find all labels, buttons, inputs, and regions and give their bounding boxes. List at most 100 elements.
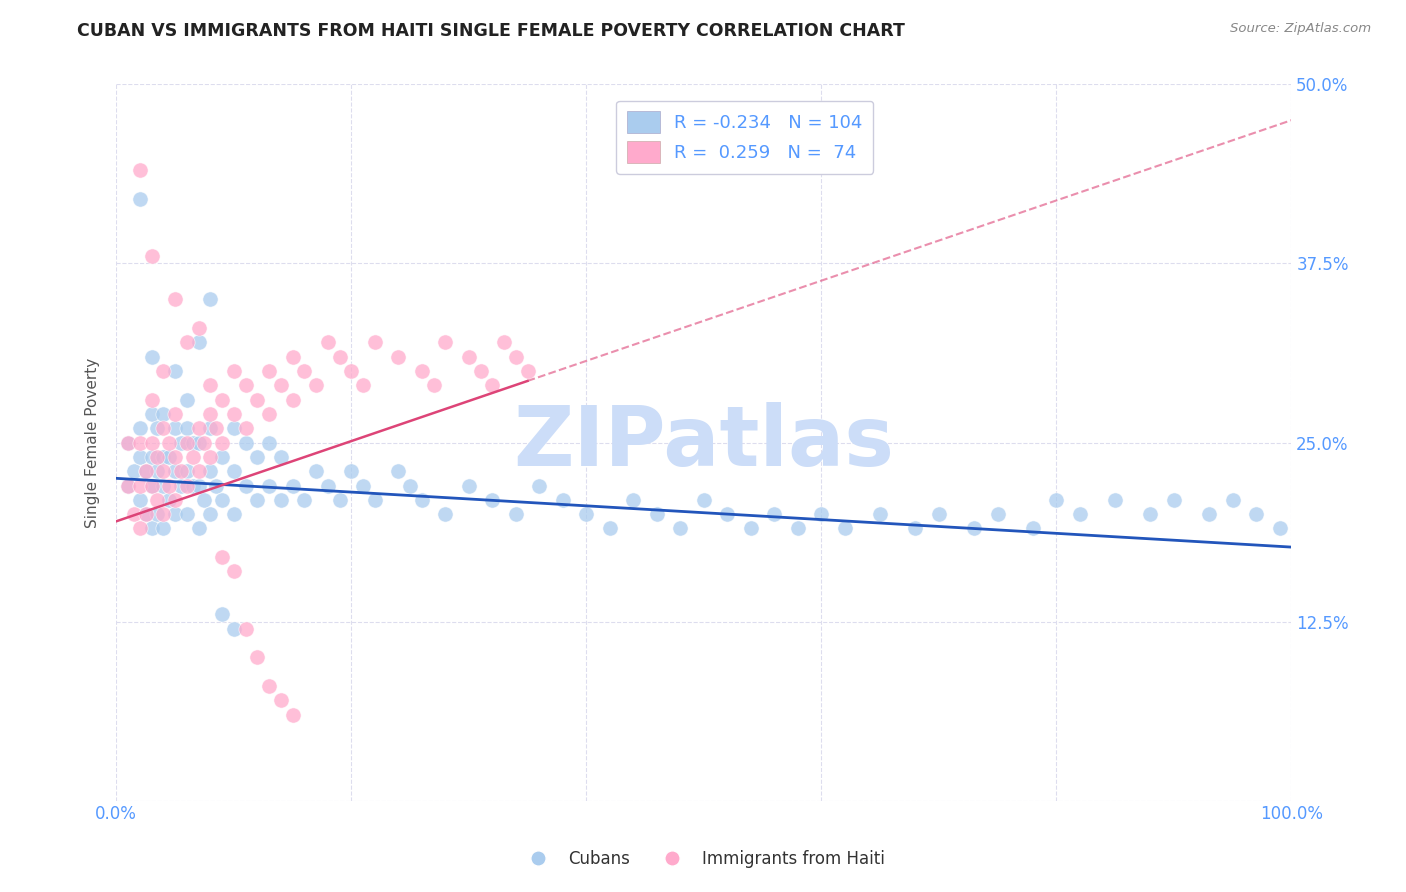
- Cubans: [1268, 521, 1291, 535]
- Cubans: [246, 492, 269, 507]
- Text: Source: ZipAtlas.com: Source: ZipAtlas.com: [1230, 22, 1371, 36]
- Legend: R = -0.234   N = 104, R =  0.259   N =  74: R = -0.234 N = 104, R = 0.259 N = 74: [616, 101, 873, 174]
- Immigrants from Haiti: [340, 364, 363, 378]
- Immigrants from Haiti: [200, 407, 222, 421]
- Immigrants from Haiti: [222, 364, 245, 378]
- Immigrants from Haiti: [170, 464, 193, 478]
- Immigrants from Haiti: [117, 478, 139, 492]
- Cubans: [505, 507, 527, 521]
- Cubans: [1069, 507, 1091, 521]
- Cubans: [117, 435, 139, 450]
- Immigrants from Haiti: [135, 464, 157, 478]
- Immigrants from Haiti: [246, 392, 269, 407]
- Cubans: [352, 478, 374, 492]
- Immigrants from Haiti: [187, 421, 209, 435]
- Immigrants from Haiti: [163, 492, 186, 507]
- Cubans: [270, 450, 292, 464]
- Cubans: [621, 492, 644, 507]
- Cubans: [716, 507, 738, 521]
- Immigrants from Haiti: [181, 450, 204, 464]
- Cubans: [904, 521, 927, 535]
- Cubans: [141, 407, 163, 421]
- Immigrants from Haiti: [141, 435, 163, 450]
- Immigrants from Haiti: [235, 421, 257, 435]
- Cubans: [205, 478, 228, 492]
- Cubans: [1198, 507, 1220, 521]
- Cubans: [387, 464, 409, 478]
- Cubans: [211, 607, 233, 622]
- Cubans: [176, 464, 198, 478]
- Cubans: [187, 478, 209, 492]
- Immigrants from Haiti: [193, 435, 215, 450]
- Cubans: [1022, 521, 1045, 535]
- Cubans: [187, 435, 209, 450]
- Cubans: [163, 507, 186, 521]
- Immigrants from Haiti: [176, 335, 198, 350]
- Cubans: [257, 478, 280, 492]
- Cubans: [141, 450, 163, 464]
- Immigrants from Haiti: [176, 478, 198, 492]
- Cubans: [152, 521, 174, 535]
- Cubans: [200, 507, 222, 521]
- Cubans: [200, 464, 222, 478]
- Cubans: [235, 478, 257, 492]
- Cubans: [181, 435, 204, 450]
- Cubans: [529, 478, 551, 492]
- Cubans: [146, 421, 169, 435]
- Immigrants from Haiti: [135, 507, 157, 521]
- Immigrants from Haiti: [152, 364, 174, 378]
- Immigrants from Haiti: [146, 450, 169, 464]
- Immigrants from Haiti: [328, 350, 350, 364]
- Immigrants from Haiti: [422, 378, 444, 392]
- Cubans: [963, 521, 986, 535]
- Cubans: [141, 521, 163, 535]
- Cubans: [128, 192, 150, 206]
- Cubans: [481, 492, 503, 507]
- Immigrants from Haiti: [141, 392, 163, 407]
- Cubans: [163, 464, 186, 478]
- Cubans: [152, 478, 174, 492]
- Cubans: [434, 507, 457, 521]
- Immigrants from Haiti: [292, 364, 315, 378]
- Immigrants from Haiti: [141, 478, 163, 492]
- Legend: Cubans, Immigrants from Haiti: Cubans, Immigrants from Haiti: [515, 844, 891, 875]
- Cubans: [987, 507, 1010, 521]
- Immigrants from Haiti: [316, 335, 339, 350]
- Cubans: [187, 335, 209, 350]
- Immigrants from Haiti: [187, 321, 209, 335]
- Cubans: [187, 521, 209, 535]
- Cubans: [222, 507, 245, 521]
- Immigrants from Haiti: [222, 565, 245, 579]
- Cubans: [270, 492, 292, 507]
- Cubans: [181, 478, 204, 492]
- Cubans: [551, 492, 574, 507]
- Cubans: [128, 421, 150, 435]
- Immigrants from Haiti: [128, 478, 150, 492]
- Cubans: [693, 492, 716, 507]
- Cubans: [869, 507, 891, 521]
- Immigrants from Haiti: [163, 407, 186, 421]
- Immigrants from Haiti: [176, 435, 198, 450]
- Immigrants from Haiti: [205, 421, 228, 435]
- Immigrants from Haiti: [157, 435, 180, 450]
- Immigrants from Haiti: [157, 478, 180, 492]
- Cubans: [222, 464, 245, 478]
- Cubans: [457, 478, 479, 492]
- Immigrants from Haiti: [257, 364, 280, 378]
- Cubans: [152, 407, 174, 421]
- Cubans: [146, 464, 169, 478]
- Cubans: [281, 478, 304, 492]
- Cubans: [135, 464, 157, 478]
- Cubans: [128, 492, 150, 507]
- Cubans: [292, 492, 315, 507]
- Cubans: [176, 507, 198, 521]
- Immigrants from Haiti: [257, 407, 280, 421]
- Immigrants from Haiti: [305, 378, 328, 392]
- Immigrants from Haiti: [141, 249, 163, 263]
- Cubans: [176, 421, 198, 435]
- Cubans: [340, 464, 363, 478]
- Cubans: [399, 478, 422, 492]
- Immigrants from Haiti: [117, 435, 139, 450]
- Cubans: [117, 478, 139, 492]
- Immigrants from Haiti: [128, 435, 150, 450]
